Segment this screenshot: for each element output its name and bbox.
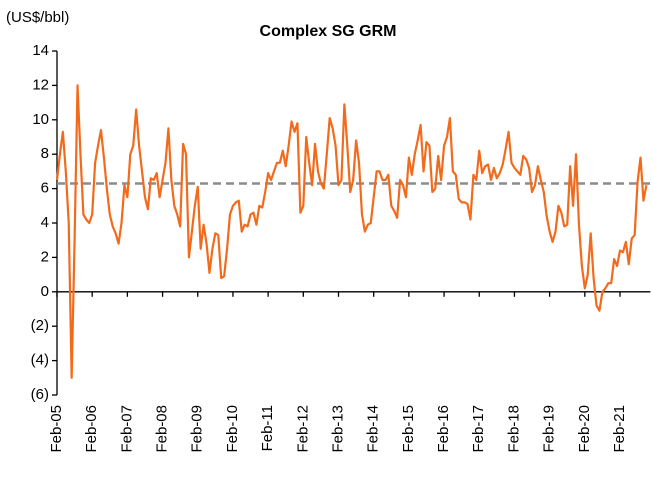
y-tick-label: 12 bbox=[32, 76, 49, 93]
x-tick-label: Feb-09 bbox=[189, 405, 206, 453]
x-tick-label: Feb-19 bbox=[541, 405, 558, 453]
y-tick-label: 6 bbox=[41, 180, 49, 197]
y-tick-label: 8 bbox=[41, 145, 49, 162]
x-tick-label: Feb-16 bbox=[435, 405, 452, 453]
x-tick-label: Feb-08 bbox=[154, 405, 171, 453]
x-tick-label: Feb-20 bbox=[576, 405, 593, 453]
x-tick-label: Feb-12 bbox=[294, 405, 311, 453]
chart-title: Complex SG GRM bbox=[260, 23, 397, 40]
x-tick-label: Feb-17 bbox=[470, 405, 487, 453]
x-tick-label: Feb-18 bbox=[505, 405, 522, 453]
x-tick-label: Feb-05 bbox=[48, 405, 65, 453]
x-tick-label: Feb-10 bbox=[224, 405, 241, 453]
y-tick-label: (4) bbox=[31, 352, 49, 369]
x-tick-label: Feb-06 bbox=[83, 405, 100, 453]
series-line bbox=[55, 84, 648, 379]
x-tick-label: Feb-07 bbox=[118, 405, 135, 453]
y-tick-label: 14 bbox=[32, 42, 49, 59]
y-tick-label: (2) bbox=[31, 317, 49, 334]
x-tick-label: Feb-11 bbox=[259, 405, 276, 451]
y-tick-label: 10 bbox=[32, 111, 49, 128]
y-tick-label: 0 bbox=[41, 283, 49, 300]
x-tick-label: Feb-13 bbox=[329, 405, 346, 453]
x-tick-label: Feb-15 bbox=[400, 405, 417, 453]
x-tick-label: Feb-21 bbox=[611, 405, 628, 453]
x-tick-label: Feb-14 bbox=[365, 405, 382, 453]
y-tick-label: 2 bbox=[41, 248, 49, 265]
y-tick-label: (6) bbox=[31, 386, 49, 403]
y-axis-label: (US$/bbl) bbox=[6, 9, 69, 26]
y-tick-label: 4 bbox=[41, 214, 49, 231]
